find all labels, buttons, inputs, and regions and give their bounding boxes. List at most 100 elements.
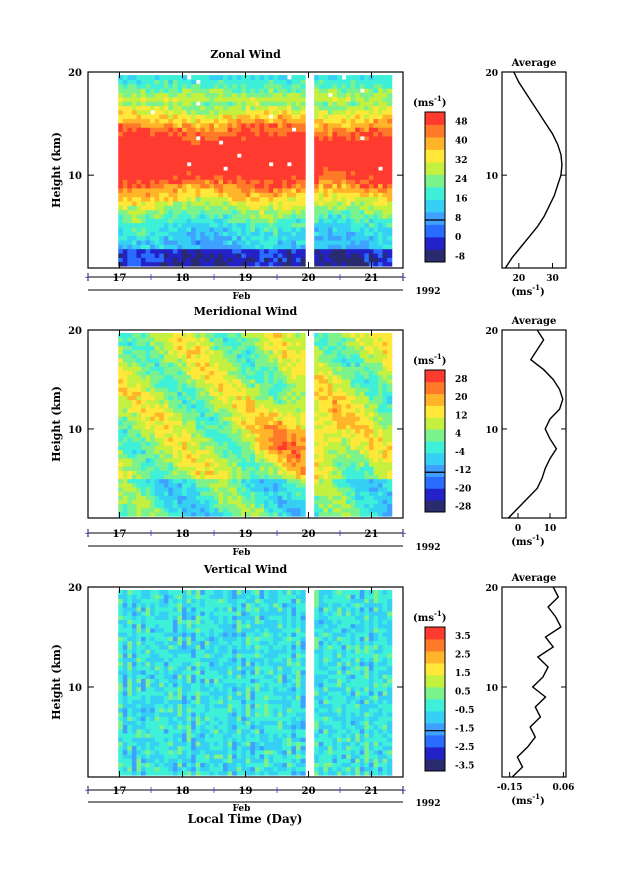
heatmap-cell — [336, 436, 343, 442]
heatmap-cell — [186, 449, 192, 455]
heatmap-cell — [282, 491, 288, 496]
heatmap-cell — [364, 192, 370, 198]
heatmap-cell — [227, 420, 233, 426]
heatmap-cell — [268, 507, 274, 513]
heatmap-cell — [236, 457, 242, 463]
heatmap-cell — [136, 244, 142, 250]
heatmap-cell — [373, 257, 379, 263]
heatmap-cell — [346, 101, 352, 107]
heatmap-cell — [254, 114, 261, 120]
heatmap-cell — [264, 374, 270, 380]
heatmap-cell — [136, 378, 142, 384]
heatmap-cell — [286, 370, 293, 376]
panel-title: Meridional Wind — [194, 305, 298, 318]
heatmap-cell — [368, 432, 375, 438]
heatmap-cell — [364, 403, 370, 409]
heatmap-cell — [241, 337, 247, 342]
heatmap-cell — [295, 209, 302, 215]
heatmap-cell — [359, 412, 365, 417]
heatmap-cell — [291, 461, 297, 467]
heatmap-cell — [286, 395, 293, 401]
heatmap-cell — [250, 226, 256, 232]
heatmap-cell — [387, 248, 393, 254]
heatmap-cell — [159, 79, 165, 85]
heatmap-cell — [291, 387, 297, 392]
heatmap-cell — [127, 144, 133, 150]
heatmap-cell — [273, 370, 279, 376]
heatmap-cell — [136, 424, 142, 430]
heatmap-cell — [122, 174, 128, 180]
heatmap-cell — [323, 174, 329, 180]
heatmap-cell — [200, 135, 206, 141]
heatmap-cell — [118, 96, 124, 102]
heatmap-cell — [300, 131, 306, 137]
heatmap-cell — [300, 491, 306, 496]
heatmap-cell — [364, 179, 370, 185]
heatmap-cell — [323, 252, 329, 258]
heatmap-cell — [232, 349, 238, 355]
heatmap-cell — [318, 231, 324, 237]
heatmap-cell — [159, 491, 165, 496]
heatmap-cell — [218, 436, 224, 442]
heatmap-cell — [327, 428, 334, 434]
heatmap-cell — [168, 349, 174, 355]
heatmap-cell — [200, 424, 206, 430]
heatmap-cell — [350, 157, 356, 163]
heatmap-cell — [359, 174, 365, 180]
heatmap-cell — [131, 507, 138, 513]
heatmap-cell — [236, 470, 242, 476]
heatmap-cell — [318, 140, 324, 146]
heatmap-cell — [209, 140, 215, 146]
heatmap-cell — [282, 362, 288, 367]
heatmap-cell — [314, 403, 320, 409]
heatmap-cell — [168, 387, 174, 392]
heatmap-cell — [191, 248, 197, 254]
heatmap-cell — [273, 179, 279, 185]
heatmap-cell — [323, 105, 329, 111]
heatmap-cell — [264, 196, 270, 202]
heatmap-cell — [264, 474, 270, 480]
heatmap-cell — [213, 118, 220, 124]
heatmap-cell — [264, 127, 270, 133]
heatmap-cell — [127, 261, 133, 267]
heatmap-cell — [141, 474, 147, 480]
heatmap-cell — [191, 153, 197, 159]
heatmap-cell — [213, 453, 220, 459]
heatmap-cell — [141, 424, 147, 430]
heatmap-cell — [122, 424, 128, 430]
heatmap-cell — [209, 218, 215, 224]
heatmap-cell — [177, 453, 183, 459]
heatmap-cell — [355, 83, 361, 89]
heatmap-cell — [131, 209, 138, 215]
heatmap-cell — [168, 140, 174, 146]
heatmap-cell — [191, 407, 197, 413]
heatmap-cell — [336, 96, 343, 102]
heatmap-cell — [341, 196, 347, 202]
heatmap-cell — [245, 445, 251, 451]
heatmap-cell — [387, 231, 393, 237]
heatmap-cell — [268, 135, 274, 141]
heatmap-cell — [213, 370, 220, 376]
heatmap-cell — [350, 453, 356, 459]
heatmap-cell — [118, 248, 124, 254]
heatmap-cell — [264, 88, 270, 94]
heatmap-cell — [223, 470, 229, 476]
heatmap-cell — [368, 187, 375, 193]
heatmap-cell — [377, 209, 384, 215]
heatmap-cell — [204, 395, 210, 401]
heatmap-cell — [355, 457, 361, 463]
heatmap-cell — [273, 453, 279, 459]
heatmap-cell — [141, 248, 147, 254]
heatmap-cell — [141, 345, 147, 351]
heatmap-cell — [172, 166, 179, 172]
heatmap-cell — [264, 114, 270, 120]
heatmap-cell — [172, 387, 179, 392]
heatmap-cell — [241, 432, 247, 438]
heatmap-cell — [118, 261, 124, 267]
heatmap-cell — [318, 135, 324, 141]
heatmap-cell — [286, 170, 293, 176]
heatmap-cell — [168, 135, 174, 141]
heatmap-cell — [118, 148, 124, 154]
heatmap-cell — [136, 449, 142, 455]
heatmap-cell — [223, 209, 229, 215]
